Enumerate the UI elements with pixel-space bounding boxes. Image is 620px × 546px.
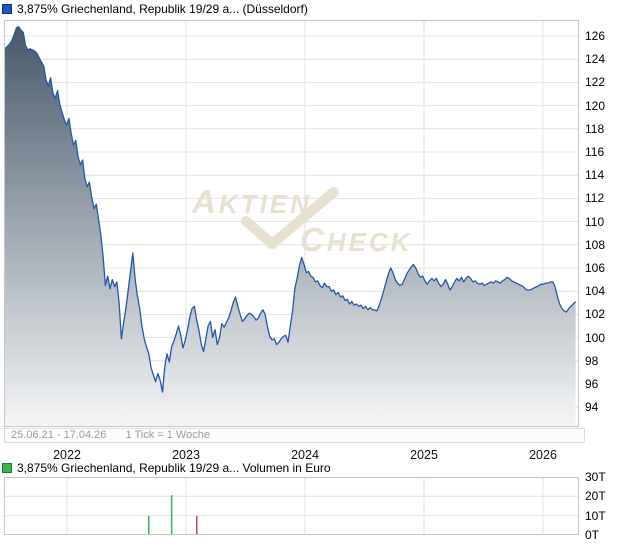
price-tick-label: 122	[585, 75, 606, 89]
year-tick-label: 2023	[172, 448, 200, 462]
watermark-checkmark-icon	[241, 187, 339, 249]
date-range-label: 25.06.21 - 17.04.26	[11, 429, 107, 441]
price-tick-label: 120	[585, 99, 606, 113]
volume-plot-border	[4, 477, 579, 535]
price-tick-label: 116	[585, 145, 605, 159]
aktiencheck-watermark: AKTIEN CHECK	[191, 183, 413, 258]
price-tick-label: 126	[585, 29, 606, 43]
year-tick-label: 2022	[53, 448, 81, 462]
tick-unit-label: 1 Tick = 1 Woche	[125, 429, 210, 441]
year-tick-label: 2025	[410, 448, 438, 462]
main-chart-title-row: 3,875% Griechenland, Republik 19/29 a...…	[2, 1, 308, 16]
price-tick-label: 100	[585, 331, 606, 345]
volume-tick-label: 30T	[585, 470, 606, 484]
volume-chart-title-row: 3,875% Griechenland, Republik 19/29 a...…	[2, 460, 331, 475]
date-range-box: 25.06.21 - 17.04.26 1 Tick = 1 Woche	[4, 428, 585, 443]
svg-text:AKTIEN: AKTIEN	[191, 183, 312, 220]
volume-series-swatch	[2, 462, 12, 473]
main-chart-title: 3,875% Griechenland, Republik 19/29 a...…	[17, 1, 308, 16]
price-tick-label: 124	[585, 52, 606, 66]
volume-bar	[170, 495, 173, 535]
price-tick-label: 114	[585, 168, 605, 182]
volume-bar	[148, 515, 150, 535]
price-tick-label: 110	[585, 215, 605, 229]
price-tick-label: 112	[585, 191, 605, 205]
price-tick-label: 118	[585, 122, 605, 136]
price-tick-label: 108	[585, 238, 606, 252]
volume-chart-title: 3,875% Griechenland, Republik 19/29 a...…	[17, 460, 331, 475]
year-tick-label: 2024	[291, 448, 319, 462]
price-tick-label: 96	[585, 377, 599, 391]
volume-bar	[196, 515, 198, 535]
price-area-fill	[5, 26, 576, 427]
year-tick-label: 2026	[529, 448, 557, 462]
plot-border	[4, 20, 579, 427]
price-tick-label: 102	[585, 307, 606, 321]
price-tick-label: 94	[585, 400, 599, 414]
volume-tick-label: 0T	[585, 528, 600, 542]
price-tick-label: 106	[585, 261, 606, 275]
price-series-swatch	[2, 3, 12, 14]
price-line	[4, 26, 577, 393]
volume-tick-label: 20T	[585, 489, 606, 503]
volume-tick-label: 10T	[585, 509, 606, 523]
price-tick-label: 98	[585, 354, 599, 368]
price-chart-plot[interactable]: AKTIEN CHECK	[4, 20, 579, 427]
svg-text:CHECK: CHECK	[300, 221, 413, 258]
price-tick-label: 104	[585, 284, 606, 298]
volume-chart-plot[interactable]	[4, 477, 579, 535]
